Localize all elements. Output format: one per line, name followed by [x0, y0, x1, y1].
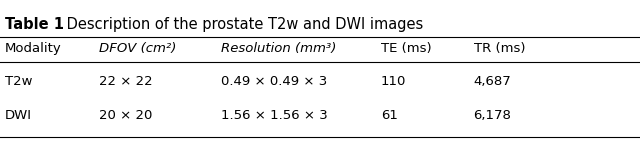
Text: TR (ms): TR (ms)	[474, 42, 525, 55]
Text: 20 × 20: 20 × 20	[99, 109, 152, 122]
Text: DFOV (cm²): DFOV (cm²)	[99, 42, 177, 55]
Text: Table 1: Table 1	[5, 17, 64, 32]
Text: DWI: DWI	[5, 109, 32, 122]
Text: 0.49 × 0.49 × 3: 0.49 × 0.49 × 3	[221, 75, 327, 88]
Text: TE (ms): TE (ms)	[381, 42, 431, 55]
Text: 61: 61	[381, 109, 397, 122]
Text: Resolution (mm³): Resolution (mm³)	[221, 42, 336, 55]
Text: 1.56 × 1.56 × 3: 1.56 × 1.56 × 3	[221, 109, 328, 122]
Text: Description of the prostate T2w and DWI images: Description of the prostate T2w and DWI …	[62, 17, 424, 32]
Text: 110: 110	[381, 75, 406, 88]
Text: T2w: T2w	[5, 75, 33, 88]
Text: Modality: Modality	[5, 42, 62, 55]
Text: 4,687: 4,687	[474, 75, 511, 88]
Text: 6,178: 6,178	[474, 109, 511, 122]
Text: 22 × 22: 22 × 22	[99, 75, 153, 88]
